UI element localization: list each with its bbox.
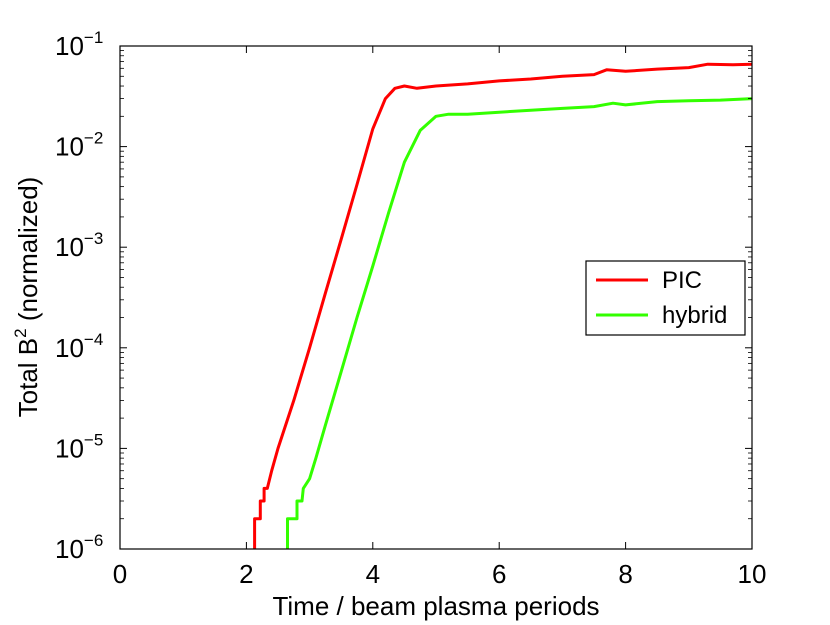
y-tick-label: 10−2 xyxy=(55,129,103,162)
y-tick-label: 10−6 xyxy=(55,531,103,564)
legend-label-hybrid: hybrid xyxy=(662,302,727,329)
series-layer xyxy=(253,62,753,549)
y-axis-label: Total B2 (normalized) xyxy=(11,177,43,418)
y-axis-label-prefix: Total B xyxy=(13,338,43,418)
series-line-pic xyxy=(253,62,753,549)
x-axis-label: Time / beam plasma periods xyxy=(272,591,599,621)
legend-box xyxy=(585,260,746,336)
x-tick-label: 8 xyxy=(618,559,632,589)
y-tick-label: 10−5 xyxy=(55,430,103,463)
y-tick-label: 10−3 xyxy=(55,229,103,262)
y-tick-labels: 10−6 10−5 10−4 10−3 10−2 10−1 xyxy=(55,28,103,564)
y-axis-label-superscript: 2 xyxy=(11,328,30,337)
x-tick-label: 6 xyxy=(492,559,506,589)
y-tick-label: 10−4 xyxy=(55,330,103,363)
legend-label-pic: PIC xyxy=(662,267,702,294)
x-tick-label: 10 xyxy=(738,559,767,589)
series-line-hybrid xyxy=(286,97,753,549)
x-tick-label: 2 xyxy=(239,559,253,589)
ticks-layer xyxy=(119,45,753,550)
x-tick-labels: 0 2 4 6 8 10 xyxy=(113,559,767,589)
y-axis-label-suffix: (normalized) xyxy=(13,177,43,329)
y-tick-label: 10−1 xyxy=(55,28,103,61)
x-tick-label: 4 xyxy=(366,559,380,589)
plot-frame xyxy=(119,45,753,550)
legend: PIC hybrid xyxy=(585,260,746,336)
x-tick-label: 0 xyxy=(113,559,127,589)
